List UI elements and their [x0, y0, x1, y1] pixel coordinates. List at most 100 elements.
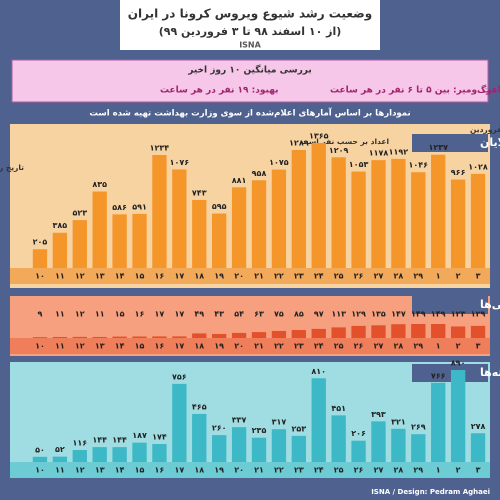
value-label: ۱۲۹	[351, 310, 366, 319]
x-tick-label: ۲۵	[334, 342, 344, 351]
bar	[152, 154, 167, 268]
x-tick-label: ۱۴	[115, 342, 125, 351]
bar	[470, 325, 486, 338]
bar	[112, 336, 127, 338]
x-tick-label: ۱۱	[55, 342, 65, 351]
bar	[192, 199, 207, 268]
value-label: ۵۲۳	[72, 209, 87, 218]
x-tick-label: ۲۷	[374, 342, 384, 351]
value-label: ۱۰۷۵	[269, 158, 289, 167]
bar	[371, 421, 386, 462]
bar	[431, 154, 446, 268]
value-label: ۴۹	[194, 310, 204, 319]
value-label: ۷۵	[274, 310, 284, 319]
bar	[32, 249, 48, 268]
value-label: ۱۸۷	[132, 431, 147, 440]
value-label: ۵۸۶	[112, 203, 127, 212]
bar	[411, 172, 426, 268]
value-label: ۵۴	[234, 310, 244, 319]
value-label: ۱۴۴	[92, 436, 107, 445]
value-label: ۹۷	[314, 310, 324, 319]
chart-title-box	[412, 134, 488, 152]
bar	[431, 382, 446, 462]
x-tick-label: ۲۸	[394, 466, 404, 475]
x-tick-label: ۲۶	[354, 466, 364, 475]
bar	[291, 149, 306, 268]
bar	[351, 440, 366, 462]
bar	[470, 173, 486, 268]
value-label: ۸۱۰	[311, 367, 326, 376]
bar	[251, 332, 267, 338]
bar	[450, 326, 466, 338]
source: ISNA	[239, 41, 261, 50]
value-label: ۳۸۵	[53, 221, 68, 230]
x-tick-label: ۲۱	[254, 342, 264, 351]
bar	[152, 444, 167, 462]
value-label: ۱۴۷	[391, 310, 406, 319]
summary-item: مرگ‌ومیر: بین ۵ تا ۶ نفر در هر ساعت	[330, 84, 497, 96]
chart-title: فوتی‌ها	[480, 298, 500, 311]
x-tick-label: ۲۲	[274, 272, 284, 281]
footer: ISNA / Design: Pedram Aghaei	[371, 488, 490, 496]
bar	[271, 169, 287, 268]
x-tick-label: ۱۴	[115, 466, 125, 475]
title: وضعیت رشد شیوع ویروس کرونا در ایران	[128, 7, 372, 22]
x-tick-label: ۲۳	[294, 272, 304, 281]
header-box	[120, 0, 380, 50]
value-label: ۴۵۱	[331, 404, 346, 413]
x-tick-label: ۱۹	[214, 272, 224, 281]
value-label: ۳۳۷	[232, 416, 247, 425]
bar	[52, 232, 68, 268]
value-label: ۱۲۳۷	[428, 143, 448, 152]
value-label: ۲۰۵	[33, 238, 48, 247]
x-tick-label: ۲۴	[314, 466, 324, 475]
chart-title-box	[412, 296, 488, 314]
bar	[311, 328, 326, 338]
bar	[72, 450, 87, 462]
x-tick-label: ۲۳	[294, 466, 304, 475]
bar	[92, 191, 107, 268]
note: نمودارها بر اساس آمارهای اعلام‌شده از سو…	[89, 107, 410, 119]
bar	[212, 333, 227, 338]
bar	[92, 336, 107, 338]
bar	[431, 324, 446, 338]
x-tick-label: ۱۸	[194, 342, 204, 351]
bar	[72, 220, 87, 268]
panel	[10, 124, 490, 288]
value-label: ۱۶	[135, 310, 145, 319]
x-tick-label: ۱۶	[155, 466, 165, 475]
bar	[271, 330, 287, 338]
x-tick-label: ۲۷	[374, 466, 384, 475]
x-tick-label: ۱۰	[35, 342, 45, 351]
value-label: ۹۶۶	[451, 168, 466, 177]
x-tick-label: ۱۶	[155, 272, 165, 281]
value-label: ۱۲۳	[451, 310, 466, 319]
bar	[351, 325, 366, 338]
x-tick-label: ۱۷	[174, 466, 184, 475]
x-tick-label: ۲۴	[314, 272, 324, 281]
x-tick-label: ۱۸	[194, 272, 204, 281]
value-label: ۱۰۵۳	[349, 160, 369, 169]
value-label: ۶۳	[254, 310, 264, 319]
x-tick-label: ۱۵	[135, 466, 145, 475]
value-label: ۱۲	[75, 310, 85, 319]
x-tick-label: ۱۵	[135, 342, 145, 351]
x-tick-label: ۱۲	[75, 272, 85, 281]
bar	[351, 171, 366, 268]
value-label: ۹	[38, 310, 43, 319]
summary-item: ابتلا: بیش از ۴۸ نفر در هر ساعت	[482, 86, 500, 96]
bar	[311, 143, 326, 268]
bar	[271, 429, 287, 462]
bar	[331, 157, 346, 268]
value-label: ۹۵۸	[252, 169, 267, 178]
x-tick-label: ۲۶	[354, 342, 364, 351]
value-label: ۱۴۹	[411, 310, 426, 319]
x-tick-label: ۲۰	[234, 342, 244, 351]
x-tick-label: ۱	[436, 272, 441, 281]
bar	[331, 415, 346, 462]
x-tick-label: ۱۹	[214, 466, 224, 475]
bar	[192, 413, 207, 462]
date-strip	[10, 338, 490, 354]
bar	[132, 442, 147, 462]
